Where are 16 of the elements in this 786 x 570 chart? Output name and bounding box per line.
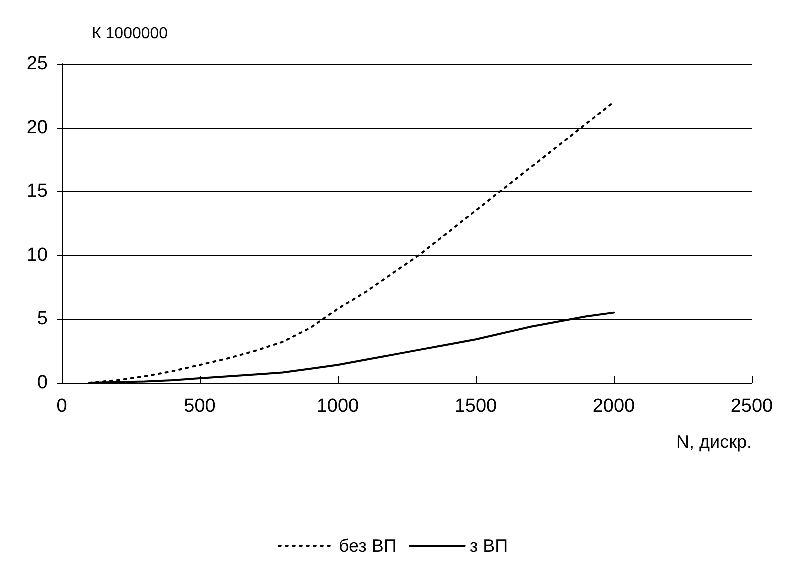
- y-tick-label: 5: [37, 308, 48, 330]
- y-tick-label: 10: [26, 244, 48, 266]
- x-tick-label: 1500: [454, 396, 498, 417]
- x-tick-label: 2000: [592, 396, 636, 417]
- legend-label: без ВП: [338, 536, 397, 556]
- x-axis-title: N, дискр.: [676, 432, 752, 452]
- y-tick-label: 25: [26, 54, 48, 74]
- legend-label: з ВП: [470, 536, 508, 556]
- y-tick-label: 0: [37, 372, 48, 394]
- x-tick-label: 0: [56, 396, 68, 417]
- x-tick-label: 2500: [730, 396, 774, 417]
- x-tick-label: 500: [184, 396, 216, 417]
- y-tick-label: 20: [26, 117, 48, 138]
- y-tick-label: 15: [26, 181, 48, 202]
- x-tick-label: 1000: [316, 396, 360, 417]
- y-axis-title: К 1000000: [92, 26, 168, 42]
